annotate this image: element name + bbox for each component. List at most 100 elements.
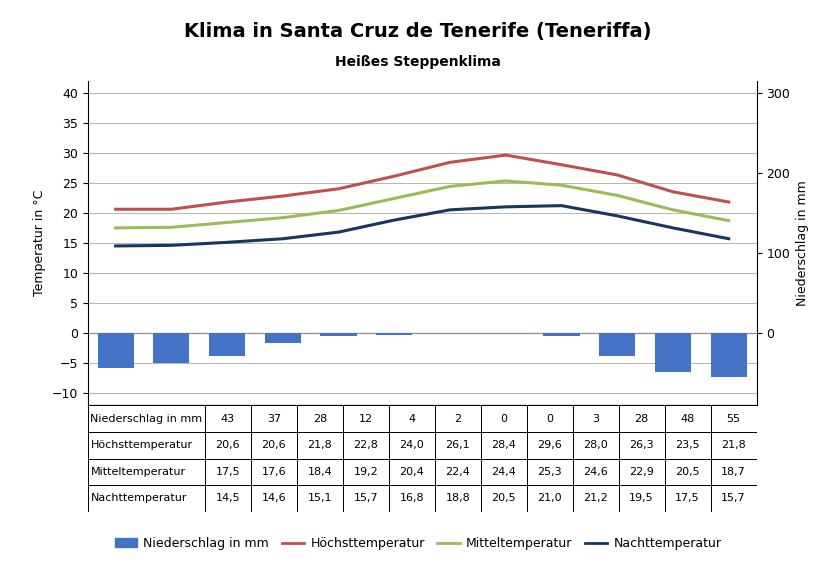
Bar [665,459,711,485]
Text: 15,7: 15,7 [354,493,378,504]
Text: 0: 0 [500,413,507,424]
Bar [435,432,481,459]
Text: 20,6: 20,6 [262,440,286,450]
Text: 28,4: 28,4 [492,440,516,450]
Bar [88,405,205,432]
Bar [265,333,301,343]
Text: 15,7: 15,7 [721,493,746,504]
Bar [153,333,190,363]
Bar [435,459,481,485]
Bar [711,432,757,459]
Bar [481,432,527,459]
Bar [527,485,573,512]
Bar [343,405,389,432]
Text: Nachttemperatur: Nachttemperatur [90,493,187,504]
Bar [619,432,665,459]
Bar [573,485,619,512]
Text: 26,1: 26,1 [446,440,470,450]
Bar [619,485,665,512]
Text: 21,0: 21,0 [538,493,562,504]
Text: 15,1: 15,1 [308,493,332,504]
Bar [297,405,343,432]
Bar [435,405,481,432]
Text: Heißes Steppenklima: Heißes Steppenklima [335,55,501,68]
Bar [435,485,481,512]
Text: 19,2: 19,2 [354,467,378,477]
Bar [88,485,205,512]
Bar [573,432,619,459]
Bar [88,432,205,459]
Text: 28,0: 28,0 [584,440,608,450]
Bar [98,333,134,367]
Bar [389,485,435,512]
Text: 20,6: 20,6 [216,440,240,450]
Text: 24,4: 24,4 [492,467,516,477]
Text: 4: 4 [408,413,415,424]
Bar [389,459,435,485]
Bar [619,459,665,485]
Text: 22,8: 22,8 [354,440,378,450]
Text: 24,0: 24,0 [400,440,424,450]
Bar [389,405,435,432]
Text: 23,5: 23,5 [675,440,700,450]
Bar [527,405,573,432]
Text: 21,2: 21,2 [584,493,608,504]
Text: 22,4: 22,4 [446,467,470,477]
Bar [481,459,527,485]
Text: 19,5: 19,5 [630,493,654,504]
Bar [251,459,297,485]
Bar [297,459,343,485]
Text: Niederschlag in mm: Niederschlag in mm [90,413,202,424]
Bar [209,333,245,356]
Bar [205,459,251,485]
Bar [573,459,619,485]
Bar [481,405,527,432]
Bar [543,333,579,336]
Text: Höchsttemperatur: Höchsttemperatur [90,440,192,450]
Text: 24,6: 24,6 [584,467,608,477]
Bar [389,432,435,459]
Legend: Niederschlag in mm, Höchsttemperatur, Mitteltemperatur, Nachttemperatur: Niederschlag in mm, Höchsttemperatur, Mi… [110,532,726,555]
Text: 14,6: 14,6 [262,493,286,504]
Bar [205,432,251,459]
Text: 37: 37 [267,413,281,424]
Text: 29,6: 29,6 [538,440,562,450]
Bar [665,405,711,432]
Text: 17,5: 17,5 [675,493,700,504]
Text: 21,8: 21,8 [308,440,332,450]
Bar [205,485,251,512]
Text: 18,8: 18,8 [446,493,470,504]
Bar [376,333,412,335]
Bar [251,485,297,512]
Bar [481,485,527,512]
Text: 3: 3 [592,413,599,424]
Text: 14,5: 14,5 [216,493,240,504]
Bar [619,405,665,432]
Bar [655,333,691,371]
Bar [711,459,757,485]
Bar [205,405,251,432]
Text: 48: 48 [681,413,695,424]
Text: 2: 2 [454,413,461,424]
Text: 16,8: 16,8 [400,493,424,504]
Y-axis label: Temperatur in °C: Temperatur in °C [33,190,46,296]
Text: 0: 0 [546,413,553,424]
Text: 26,3: 26,3 [630,440,654,450]
Bar [711,485,757,512]
Bar [711,333,747,377]
Text: 18,4: 18,4 [308,467,332,477]
Bar [297,432,343,459]
Bar [527,459,573,485]
Bar [88,459,205,485]
Text: 17,5: 17,5 [216,467,240,477]
Text: 20,5: 20,5 [492,493,516,504]
Text: 28: 28 [635,413,649,424]
Text: 28: 28 [313,413,327,424]
Bar [711,405,757,432]
Bar [251,405,297,432]
Text: 20,4: 20,4 [400,467,424,477]
Bar [320,333,357,336]
Text: 55: 55 [726,413,741,424]
Bar [527,432,573,459]
Bar [573,405,619,432]
